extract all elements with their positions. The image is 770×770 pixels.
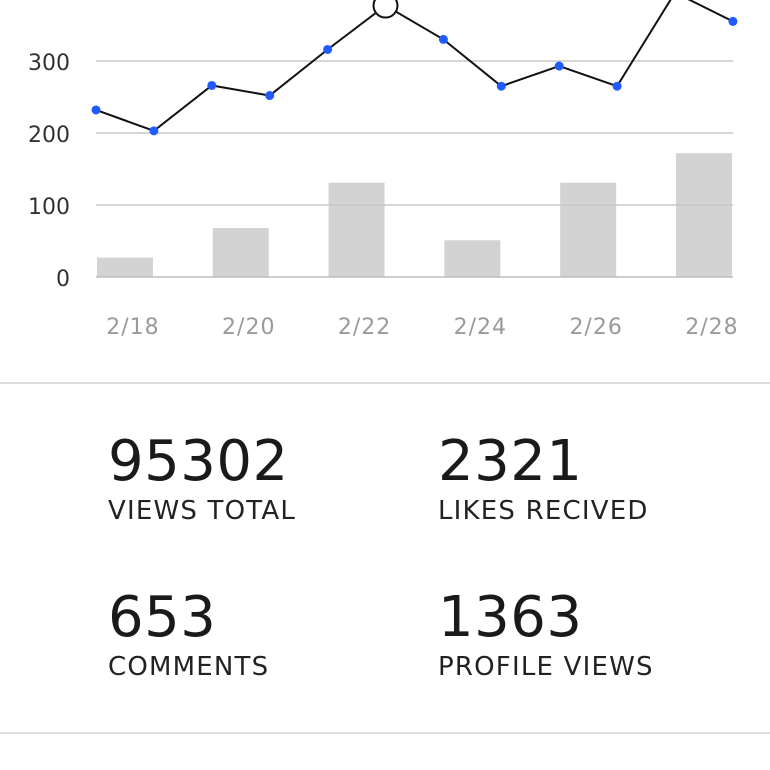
bar [212,228,269,277]
data-point [438,34,448,44]
data-point [91,105,101,115]
y-tick-label: 100 [28,195,70,220]
x-tick-label: 2/18 [106,315,159,340]
stat-value: 1363 [438,585,583,650]
x-tick-label: 2/22 [338,315,391,340]
data-point [554,61,564,71]
stat-likes-received: 2321 LIKES RECIVED [438,429,649,527]
data-point [207,80,217,90]
x-tick-label: 2/26 [569,315,622,340]
y-tick-label: 300 [28,51,70,76]
bar [96,257,153,277]
stat-label: COMMENTS [108,652,270,682]
bar [560,182,617,277]
stat-value: 95302 [108,429,289,494]
data-point [265,91,275,101]
highlighted-point [372,0,399,19]
bar [675,153,732,277]
section-divider-bottom [0,732,770,734]
stat-label: PROFILE VIEWS [438,652,654,682]
views-chart-panel: 0 100 200 300 2/18 2/20 2/22 2/24 2/26 2/28 [0,0,770,384]
stat-value: 2321 [438,429,583,494]
section-divider-top [0,382,770,384]
bar [444,240,501,277]
x-tick-label: 2/24 [454,315,507,340]
views-chart: 0 100 200 300 2/18 2/20 2/22 2/24 2/26 2/28 [28,0,738,340]
y-tick-label: 0 [56,267,70,292]
stat-profile-views: 1363 PROFILE VIEWS [438,585,654,683]
data-point [323,44,333,54]
stat-comments: 653 COMMENTS [108,585,270,683]
stat-views-total: 95302 VIEWS TOTAL [108,429,297,527]
y-tick-label: 200 [28,123,70,148]
data-point [149,126,159,136]
x-tick-label: 2/28 [685,315,738,340]
data-point [612,81,622,91]
views-line [95,0,734,132]
bar [328,182,385,277]
data-point [496,81,506,91]
stat-value: 653 [108,585,217,650]
x-tick-label: 2/20 [222,315,275,340]
stat-label: VIEWS TOTAL [108,496,297,526]
stat-label: LIKES RECIVED [438,496,649,526]
data-point [728,16,738,26]
